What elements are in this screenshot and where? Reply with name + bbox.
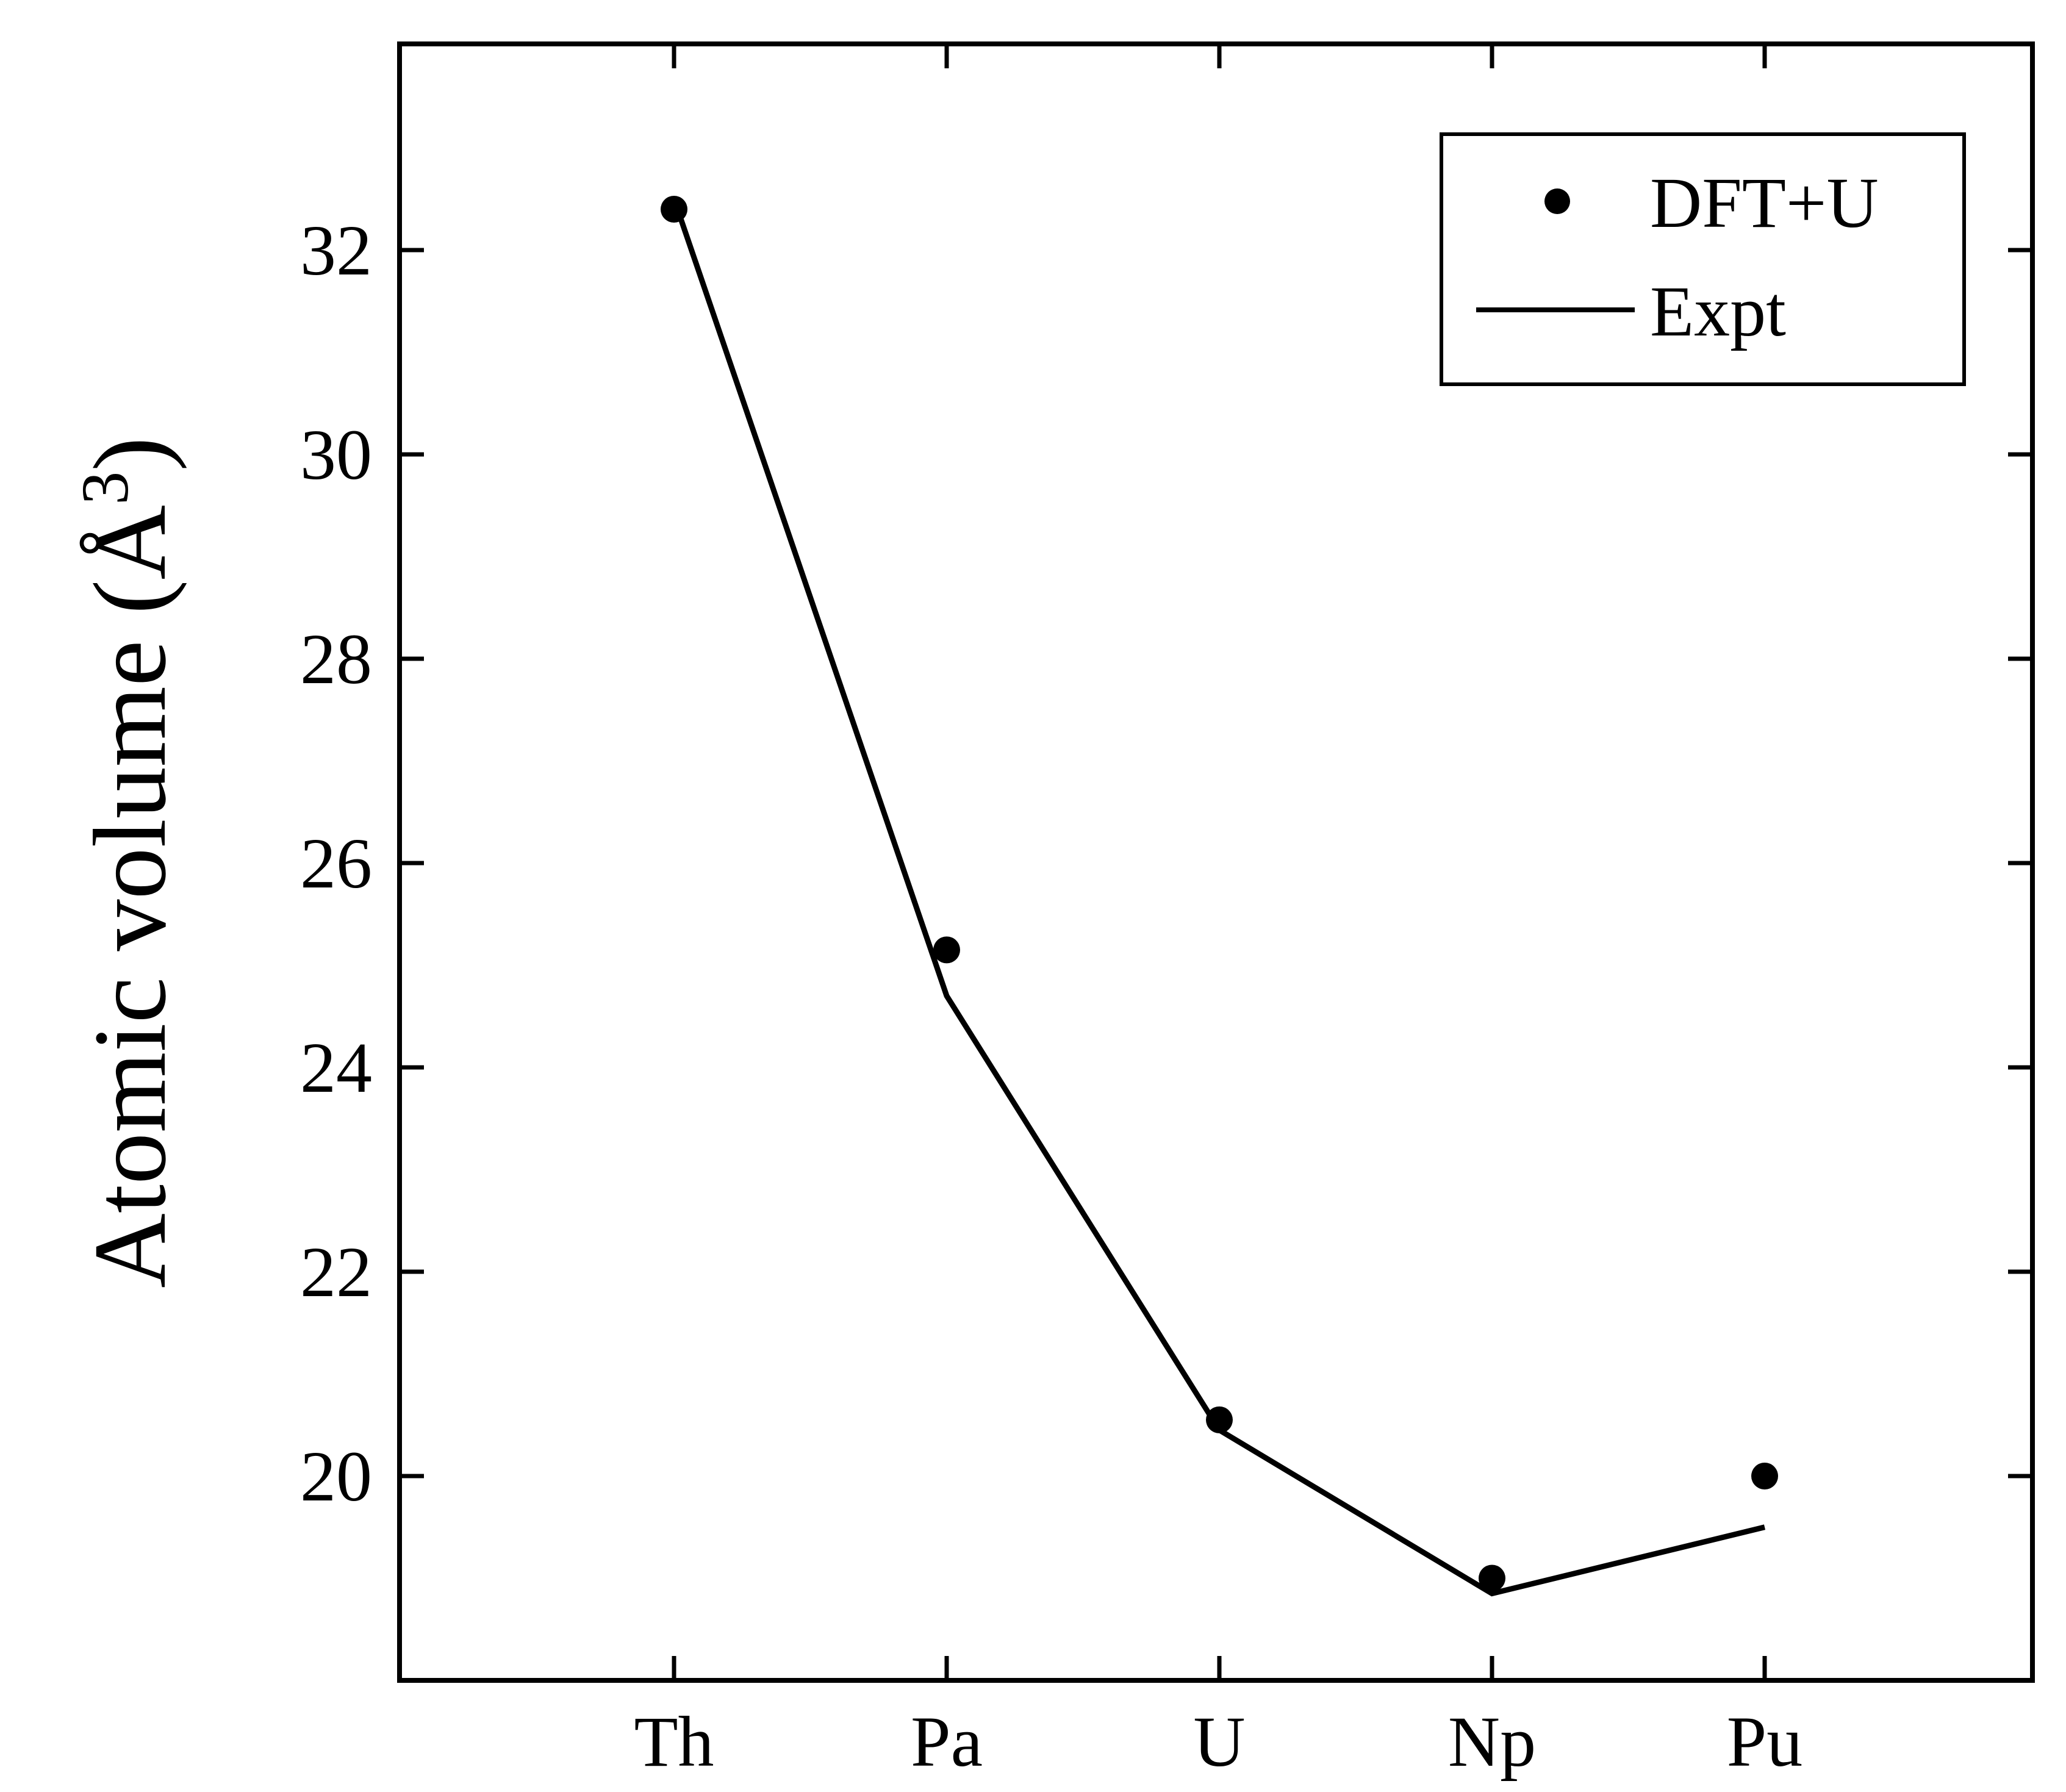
- x-tick-label: Pu: [1727, 1702, 1803, 1782]
- x-tick-labels: Th Pa U Np Pu: [634, 1702, 1802, 1782]
- data-point-dft-u: [661, 196, 687, 223]
- legend-label-expt: Expt: [1650, 271, 1786, 351]
- y-tick-label: 30: [300, 415, 372, 495]
- y-tick-label: 20: [300, 1436, 372, 1516]
- legend-label-dft-u: DFT+U: [1650, 163, 1879, 243]
- series-layer: [661, 196, 1778, 1597]
- y-tick-label: 22: [300, 1232, 372, 1312]
- y-axis-title-main: Atomic volume (Å: [73, 505, 187, 1288]
- y-tick-labels: 20 22 24 26 28 30 32: [300, 210, 372, 1516]
- axis-ticks: [400, 44, 2032, 1680]
- x-tick-label: U: [1193, 1702, 1245, 1782]
- data-point-dft-u: [1751, 1463, 1778, 1489]
- legend: DFT+U Expt: [1440, 132, 1966, 386]
- y-axis-title-close: ): [73, 437, 187, 471]
- y-tick-label: 24: [300, 1028, 372, 1108]
- series-line-expt: [671, 198, 1766, 1597]
- legend-marker-dft-u: [1544, 188, 1570, 214]
- y-axis-title-superscript: 3: [68, 471, 142, 505]
- x-tick-label: Th: [634, 1702, 714, 1782]
- data-point-dft-u: [1479, 1564, 1505, 1592]
- y-tick-label: 32: [300, 210, 372, 290]
- x-tick-label: Pa: [911, 1702, 983, 1782]
- legend-box: [1440, 132, 1966, 386]
- data-point-dft-u: [933, 936, 960, 964]
- y-tick-label: 26: [300, 823, 372, 903]
- y-tick-label: 28: [300, 619, 372, 699]
- data-point-dft-u: [1206, 1406, 1233, 1433]
- y-axis-title: Atomic volume (Å3): [68, 437, 187, 1288]
- x-tick-label: Np: [1448, 1702, 1536, 1782]
